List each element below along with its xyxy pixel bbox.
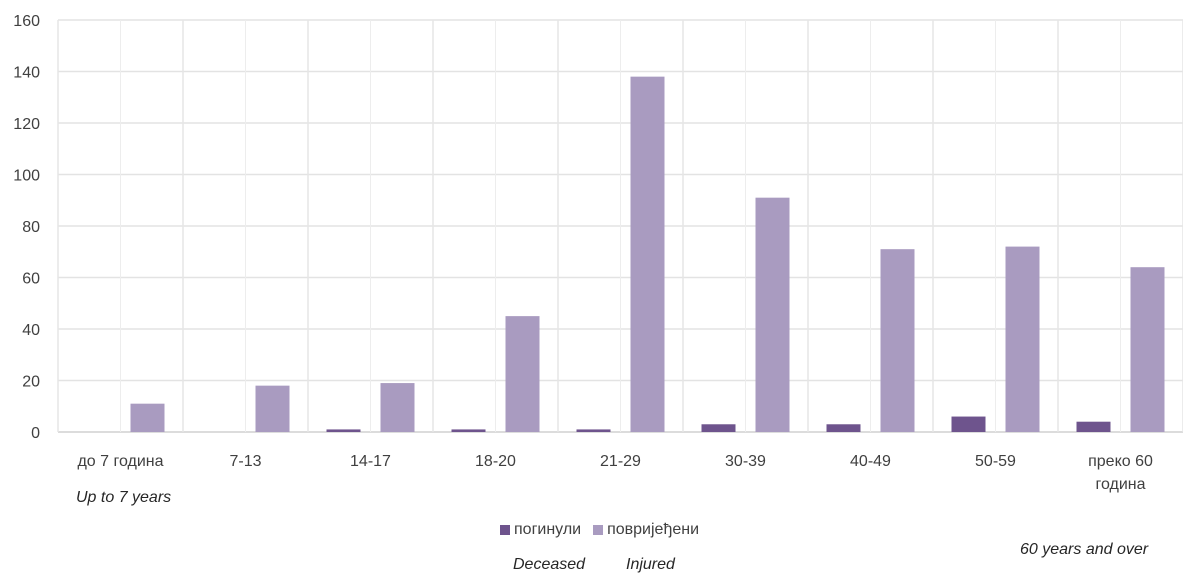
y-tick-label: 160 [13, 13, 40, 30]
x-tick-label: преко 60 година [1088, 453, 1153, 493]
bar-deceased [576, 429, 611, 432]
y-axis-ticks: 0 20 40 60 80 100 120 140 160 [13, 13, 40, 442]
bar-injured [505, 316, 540, 432]
legend: погинули повријеђени [500, 521, 711, 539]
legend-item-deceased: погинули [500, 521, 581, 539]
y-tick-label: 80 [22, 219, 40, 236]
legend-swatch-injured [593, 525, 604, 535]
y-tick-label: 20 [22, 374, 40, 391]
annotation-injured: Injured [626, 556, 675, 573]
legend-label-injured: повријеђени [607, 521, 700, 538]
bar-deceased [826, 424, 861, 432]
bar-injured [380, 383, 415, 432]
x-tick-label: 7-13 [229, 453, 261, 470]
x-tick-label: 18-20 [475, 453, 516, 470]
y-tick-label: 120 [13, 116, 40, 133]
x-tick-label: до 7 година [77, 453, 163, 470]
annotation-deceased: Deceased [513, 556, 586, 573]
bar-injured [880, 249, 915, 432]
x-tick-label: 30-39 [725, 453, 766, 470]
x-tick-label: 40-49 [850, 453, 891, 470]
y-tick-label: 140 [13, 65, 40, 82]
bar-deceased [326, 429, 361, 432]
bar-deceased [701, 424, 736, 432]
bar-deceased [951, 416, 986, 432]
bar-injured [630, 76, 665, 433]
bar-deceased [451, 429, 486, 432]
x-tick-label: 50-59 [975, 453, 1016, 470]
x-tick-label: 14-17 [350, 453, 391, 470]
y-tick-label: 0 [31, 425, 40, 442]
bar-injured [1005, 246, 1040, 432]
bar-injured [755, 197, 790, 432]
bar-injured [255, 385, 290, 432]
y-tick-label: 100 [13, 168, 40, 185]
bar-deceased [1076, 421, 1111, 432]
y-tick-label: 60 [22, 271, 40, 288]
x-axis-ticks: до 7 година 7-13 14-17 18-20 21-29 30-39 40-49… [77, 453, 1153, 493]
bars [130, 76, 1165, 433]
grid-lines [57, 19, 1183, 433]
x-tick-label: 21-29 [600, 453, 641, 470]
legend-label-deceased: погинули [514, 521, 582, 538]
legend-item-injured: повријеђени [593, 521, 699, 539]
bar-injured [1130, 267, 1165, 432]
annotation-60-years-and-over: 60 years and over [1020, 541, 1149, 558]
bar-injured [130, 403, 165, 432]
y-tick-label: 40 [22, 322, 40, 339]
legend-swatch-deceased [500, 525, 510, 535]
annotation-up-to-7-years: Up to 7 years [76, 489, 172, 506]
